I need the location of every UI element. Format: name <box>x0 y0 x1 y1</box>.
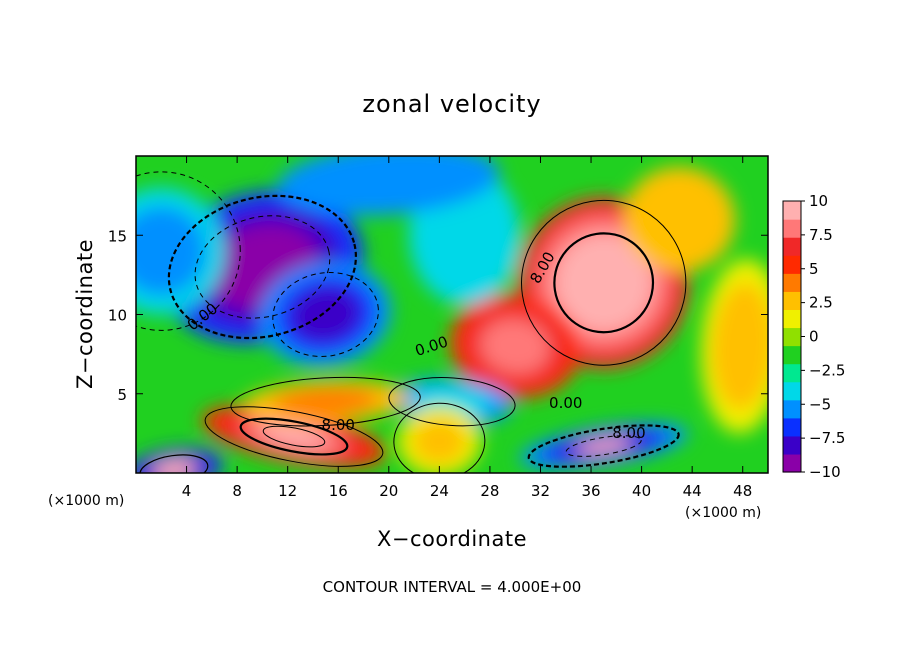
contour-line <box>393 402 486 473</box>
x-tick-label: 36 <box>581 482 600 500</box>
colorbar-swatch <box>783 255 801 274</box>
colorbar-swatch <box>783 363 801 383</box>
colorbar-swatch <box>783 237 801 256</box>
contour-line <box>230 376 421 427</box>
contour-line <box>553 232 655 334</box>
x-tick-label: 20 <box>379 482 398 500</box>
x-tick-label: 48 <box>733 482 752 500</box>
field-patch <box>259 425 329 448</box>
x-tick-label: 44 <box>683 482 702 500</box>
contour-value-label: 8.00 <box>612 424 645 442</box>
colorbar-tick-label: 0 <box>809 328 819 346</box>
colorbar-swatch <box>783 201 801 220</box>
x-tick-label: 24 <box>430 482 449 500</box>
colorbar-tick-label: 2.5 <box>809 294 833 312</box>
field-patch <box>272 388 379 416</box>
contour-line <box>194 215 331 319</box>
contour-interval-note: CONTOUR INTERVAL = 4.000E+00 <box>323 578 582 596</box>
colorbar-tick-label: 10 <box>809 192 828 210</box>
colorbar-swatch <box>783 291 801 310</box>
x-tick-label: 12 <box>278 482 297 500</box>
colorbar-swatch <box>783 345 801 365</box>
y-axis-label: Z−coordinate <box>73 239 97 389</box>
colorbar-tick-label: −5 <box>809 395 831 413</box>
colorbar <box>783 201 801 473</box>
colorbar-swatch <box>783 381 801 401</box>
colorbar-tick-label: −2.5 <box>809 361 845 379</box>
colorbar-ticks: 10 7.5 5 2.5 0 −2.5 −5 −7.5 −10 <box>801 192 845 481</box>
contour-line <box>272 272 379 357</box>
colorbar-swatch <box>783 273 801 292</box>
x-tick-label: 8 <box>232 482 242 500</box>
field-patch <box>572 251 636 315</box>
contour-line <box>204 406 384 467</box>
colorbar-swatch <box>783 399 801 419</box>
field-patch <box>151 459 197 473</box>
colorbar-swatch <box>783 435 801 455</box>
field-patch <box>277 156 500 216</box>
colorbar-swatch <box>783 453 801 473</box>
colorbar-tick-label: 5 <box>809 260 819 278</box>
contour-lines <box>136 171 687 473</box>
plot-area <box>136 156 768 473</box>
contour-line <box>521 199 687 366</box>
colorbar-tick-label: 7.5 <box>809 226 833 244</box>
contour-line <box>565 435 642 457</box>
x-tick-label: 4 <box>182 482 192 500</box>
colorbar-swatch <box>783 327 801 347</box>
y-tick-label: 10 <box>108 307 127 325</box>
x-axis-ticks: 4 8 12 16 20 24 28 32 36 40 44 48 <box>182 156 752 500</box>
colorbar-tick-label: −7.5 <box>809 429 845 447</box>
field-patch <box>412 419 466 464</box>
field-patch <box>623 167 736 272</box>
field-patch <box>290 286 361 343</box>
contour-line <box>262 425 326 448</box>
contour-line <box>136 171 241 331</box>
x-unit-label-left: (×1000 m) <box>48 493 124 509</box>
contour-line <box>139 454 209 473</box>
y-axis-ticks: 5 10 15 <box>108 227 768 404</box>
y-tick-label: 15 <box>108 227 127 245</box>
velocity-field <box>136 156 768 473</box>
contour-value-label: 0.00 <box>549 394 582 412</box>
contour-line <box>167 194 358 340</box>
x-tick-label: 28 <box>480 482 499 500</box>
colorbar-tick-label: −10 <box>809 463 841 481</box>
chart-title: zonal velocity <box>362 90 541 118</box>
y-tick-label: 5 <box>117 386 127 404</box>
field-patch <box>479 318 551 375</box>
contour-line <box>527 424 680 468</box>
field-patch <box>712 282 768 410</box>
x-unit-label-right: (×1000 m) <box>685 505 761 521</box>
colorbar-swatch <box>783 219 801 238</box>
x-tick-label: 32 <box>531 482 550 500</box>
field-patch <box>136 206 206 296</box>
colorbar-swatch <box>783 417 801 437</box>
x-tick-label: 40 <box>632 482 651 500</box>
field-patch <box>575 438 632 454</box>
colorbar-swatch <box>783 309 801 329</box>
contour-line <box>239 417 349 456</box>
x-tick-label: 16 <box>329 482 348 500</box>
contour-value-label: 8.00 <box>322 416 355 434</box>
x-axis-label: X−coordinate <box>377 527 527 551</box>
contour-line <box>388 377 516 427</box>
